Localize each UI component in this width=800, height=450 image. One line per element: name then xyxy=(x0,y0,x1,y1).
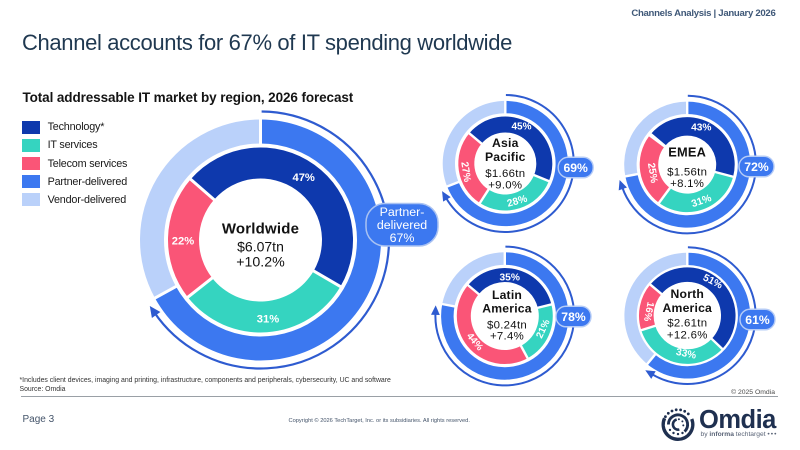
svg-text:$1.56tn: $1.56tn xyxy=(667,166,707,178)
svg-text:© 2025 Omdia: © 2025 Omdia xyxy=(731,388,775,396)
svg-text:$2.61tn: $2.61tn xyxy=(667,318,707,330)
svg-text:+12.6%: +12.6% xyxy=(667,330,708,342)
svg-text:72%: 72% xyxy=(744,160,769,174)
svg-text:delivered: delivered xyxy=(377,218,427,232)
svg-text:Worldwide: Worldwide xyxy=(222,221,299,238)
svg-text:45%: 45% xyxy=(511,122,531,133)
svg-text:35%: 35% xyxy=(500,272,520,283)
svg-text:43%: 43% xyxy=(691,123,711,134)
svg-text:+8.1%: +8.1% xyxy=(670,178,704,190)
svg-text:47%: 47% xyxy=(292,172,314,184)
svg-text:Latin: Latin xyxy=(492,288,522,302)
svg-text:67%: 67% xyxy=(390,231,415,245)
svg-text:+10.2%: +10.2% xyxy=(236,255,285,271)
svg-text:69%: 69% xyxy=(563,161,588,175)
svg-text:78%: 78% xyxy=(561,310,586,324)
svg-text:America: America xyxy=(482,302,532,316)
svg-text:Partner-: Partner- xyxy=(380,205,425,219)
svg-text:25%: 25% xyxy=(645,162,659,184)
svg-text:31%: 31% xyxy=(257,313,279,325)
svg-text:33%: 33% xyxy=(675,347,697,362)
svg-text:$1.66tn: $1.66tn xyxy=(485,168,525,180)
svg-text:61%: 61% xyxy=(745,313,770,327)
svg-text:27%: 27% xyxy=(458,161,472,183)
svg-text:16%: 16% xyxy=(641,301,656,323)
svg-text:28%: 28% xyxy=(506,194,529,210)
svg-text:+7.4%: +7.4% xyxy=(490,330,524,342)
svg-text:Pacific: Pacific xyxy=(485,150,526,164)
svg-text:$0.24tn: $0.24tn xyxy=(487,319,527,331)
svg-text:EMEA: EMEA xyxy=(668,145,706,160)
svg-text:North: North xyxy=(671,287,705,301)
svg-text:$6.07tn: $6.07tn xyxy=(237,239,284,255)
svg-text:Asia: Asia xyxy=(492,136,519,150)
svg-text:22%: 22% xyxy=(172,236,194,248)
svg-text:+9.0%: +9.0% xyxy=(488,180,522,192)
svg-text:America: America xyxy=(663,301,713,315)
